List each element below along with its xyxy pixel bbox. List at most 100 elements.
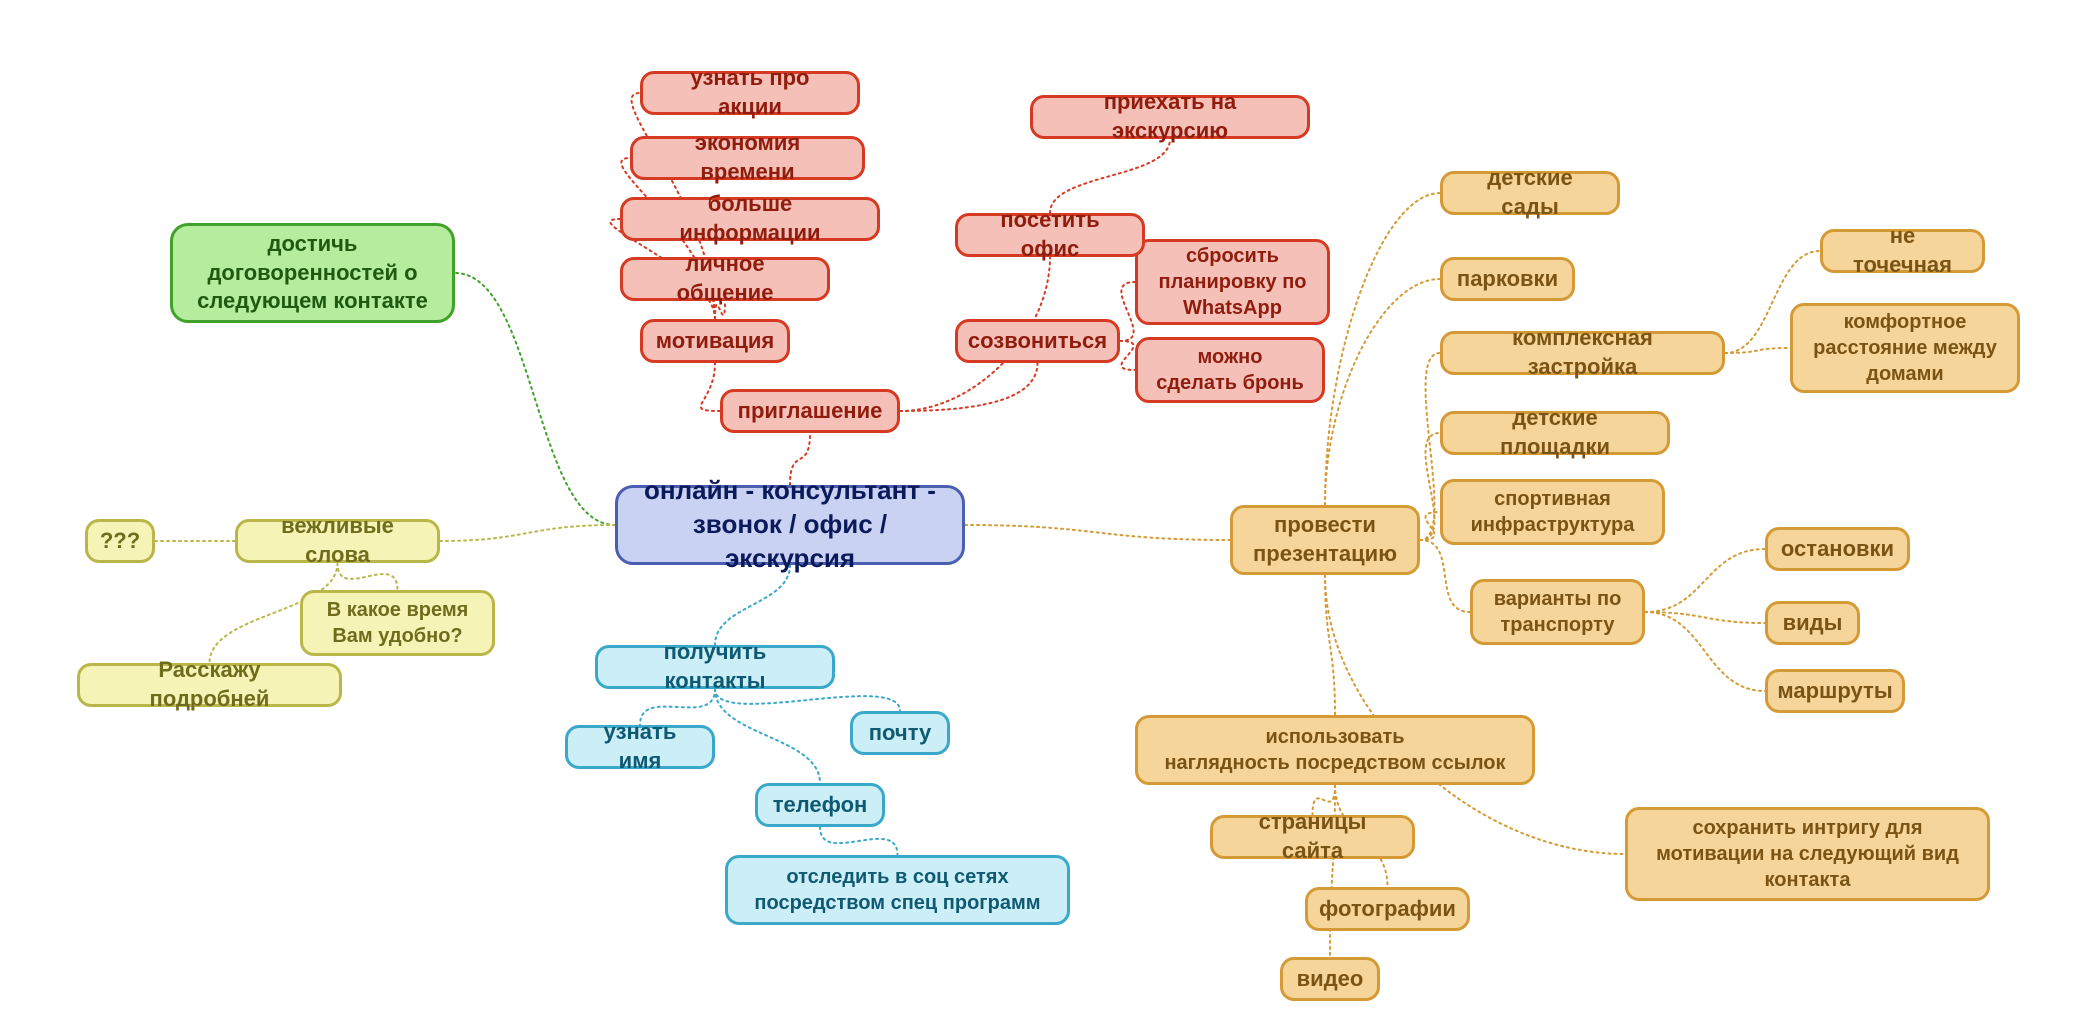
edge-present-kinder [1325, 193, 1440, 505]
node-links: использовать наглядность посредством ссы… [1135, 715, 1535, 785]
node-contacts: получить контакты [595, 645, 835, 689]
node-whatsapp: сбросить планировку по WhatsApp [1135, 239, 1330, 325]
node-label: парковки [1457, 265, 1558, 294]
edge-invite-callback [900, 363, 1038, 411]
edge-complex-distance [1725, 348, 1790, 353]
node-kinder: детские сады [1440, 171, 1620, 215]
node-email: почту [850, 711, 950, 755]
node-label: фотографии [1319, 895, 1456, 924]
node-polite: вежливые слова [235, 519, 440, 563]
node-motivation: мотивация [640, 319, 790, 363]
edge-phone-social [820, 827, 898, 855]
node-callback: созвониться [955, 319, 1120, 363]
node-visit: посетить офис [955, 213, 1145, 257]
node-label: комфортное расстояние между домами [1813, 309, 1997, 387]
edge-present-playground [1420, 433, 1440, 540]
node-personal: личное общение [620, 257, 830, 301]
edge-center-agree [455, 273, 615, 525]
node-label: узнать про акции [659, 64, 841, 121]
node-label: телефон [773, 791, 868, 820]
node-label: посетить офис [974, 206, 1126, 263]
node-name: узнать имя [565, 725, 715, 769]
node-label: видео [1297, 965, 1364, 994]
edge-present-complex [1420, 353, 1440, 540]
node-excursion: приехать на экскурсию [1030, 95, 1310, 139]
node-label: сбросить планировку по WhatsApp [1159, 243, 1307, 321]
edge-callback-book [1120, 341, 1135, 370]
node-video: видео [1280, 957, 1380, 1001]
edge-center-polite [440, 525, 615, 541]
node-label: В какое время Вам удобно? [327, 597, 469, 649]
node-label: остановки [1781, 535, 1894, 564]
node-label: вежливые слова [254, 512, 421, 569]
node-photos: фотографии [1305, 887, 1470, 931]
node-label: отследить в соц сетях посредством спец п… [754, 864, 1040, 916]
node-label: узнать имя [584, 718, 696, 775]
node-agree: достичь договоренностей о следующем конт… [170, 223, 455, 323]
node-label: больше информации [639, 190, 861, 247]
node-views: виды [1765, 601, 1860, 645]
node-routes: маршруты [1765, 669, 1905, 713]
mindmap-canvas: онлайн - консультант - звонок / офис / э… [0, 0, 2076, 1016]
edge-callback-whatsapp [1120, 282, 1135, 341]
node-label: приглашение [738, 397, 883, 426]
node-tellmore: Расскажу подробней [77, 663, 342, 707]
node-label: можно сделать бронь [1156, 344, 1304, 396]
edge-visit-excursion [1050, 139, 1170, 213]
node-label: провести презентацию [1253, 511, 1397, 568]
node-label: мотивация [656, 327, 775, 356]
edge-present-links [1325, 575, 1335, 715]
node-moreinfo: больше информации [620, 197, 880, 241]
node-notpoint: не точечная [1820, 229, 1985, 273]
node-label: спортивная инфраструктура [1471, 486, 1635, 538]
node-center: онлайн - консультант - звонок / офис / э… [615, 485, 965, 565]
node-label: варианты по транспорту [1494, 586, 1622, 638]
node-label: виды [1783, 609, 1843, 638]
edge-center-contacts [715, 565, 790, 645]
node-label: личное общение [639, 250, 811, 307]
node-transport: варианты по транспорту [1470, 579, 1645, 645]
node-label: созвониться [968, 327, 1107, 356]
node-sport: спортивная инфраструктура [1440, 479, 1665, 545]
node-qqq: ??? [85, 519, 155, 563]
node-playground: детские площадки [1440, 411, 1670, 455]
edge-transport-views [1645, 612, 1765, 623]
node-label: детские сады [1459, 164, 1601, 221]
node-label: страницы сайта [1229, 808, 1396, 865]
node-label: ??? [100, 527, 140, 556]
node-label: использовать наглядность посредством ссы… [1164, 724, 1505, 776]
edge-present-sport [1420, 512, 1440, 540]
node-label: экономия времени [649, 129, 846, 186]
edge-present-parking [1325, 279, 1440, 505]
node-social: отследить в соц сетях посредством спец п… [725, 855, 1070, 925]
node-complex: комплексная застройка [1440, 331, 1725, 375]
node-present: провести презентацию [1230, 505, 1420, 575]
node-book: можно сделать бронь [1135, 337, 1325, 403]
edge-invite-motivation [701, 363, 720, 411]
node-label: Расскажу подробней [96, 656, 323, 713]
node-label: почту [869, 719, 932, 748]
node-label: маршруты [1777, 677, 1892, 706]
node-pages: страницы сайта [1210, 815, 1415, 859]
edge-contacts-phone [715, 689, 820, 783]
node-label: достичь договоренностей о следующем конт… [197, 230, 428, 316]
node-savetime: экономия времени [630, 136, 865, 180]
edge-center-present [965, 525, 1230, 540]
node-promo: узнать про акции [640, 71, 860, 115]
node-label: онлайн - консультант - звонок / офис / э… [634, 474, 946, 575]
edge-present-transport [1420, 540, 1470, 612]
node-label: детские площадки [1459, 404, 1651, 461]
node-intrigue: сохранить интригу для мотивации на следу… [1625, 807, 1990, 901]
node-label: приехать на экскурсию [1049, 88, 1291, 145]
node-invite: приглашение [720, 389, 900, 433]
edge-transport-stops [1645, 549, 1765, 612]
node-when: В какое время Вам удобно? [300, 590, 495, 656]
node-parking: парковки [1440, 257, 1575, 301]
node-label: не точечная [1839, 222, 1966, 279]
node-label: комплексная застройка [1459, 324, 1706, 381]
node-stops: остановки [1765, 527, 1910, 571]
node-phone: телефон [755, 783, 885, 827]
edge-transport-routes [1645, 612, 1765, 691]
node-distance: комфортное расстояние между домами [1790, 303, 2020, 393]
node-label: получить контакты [614, 638, 816, 695]
